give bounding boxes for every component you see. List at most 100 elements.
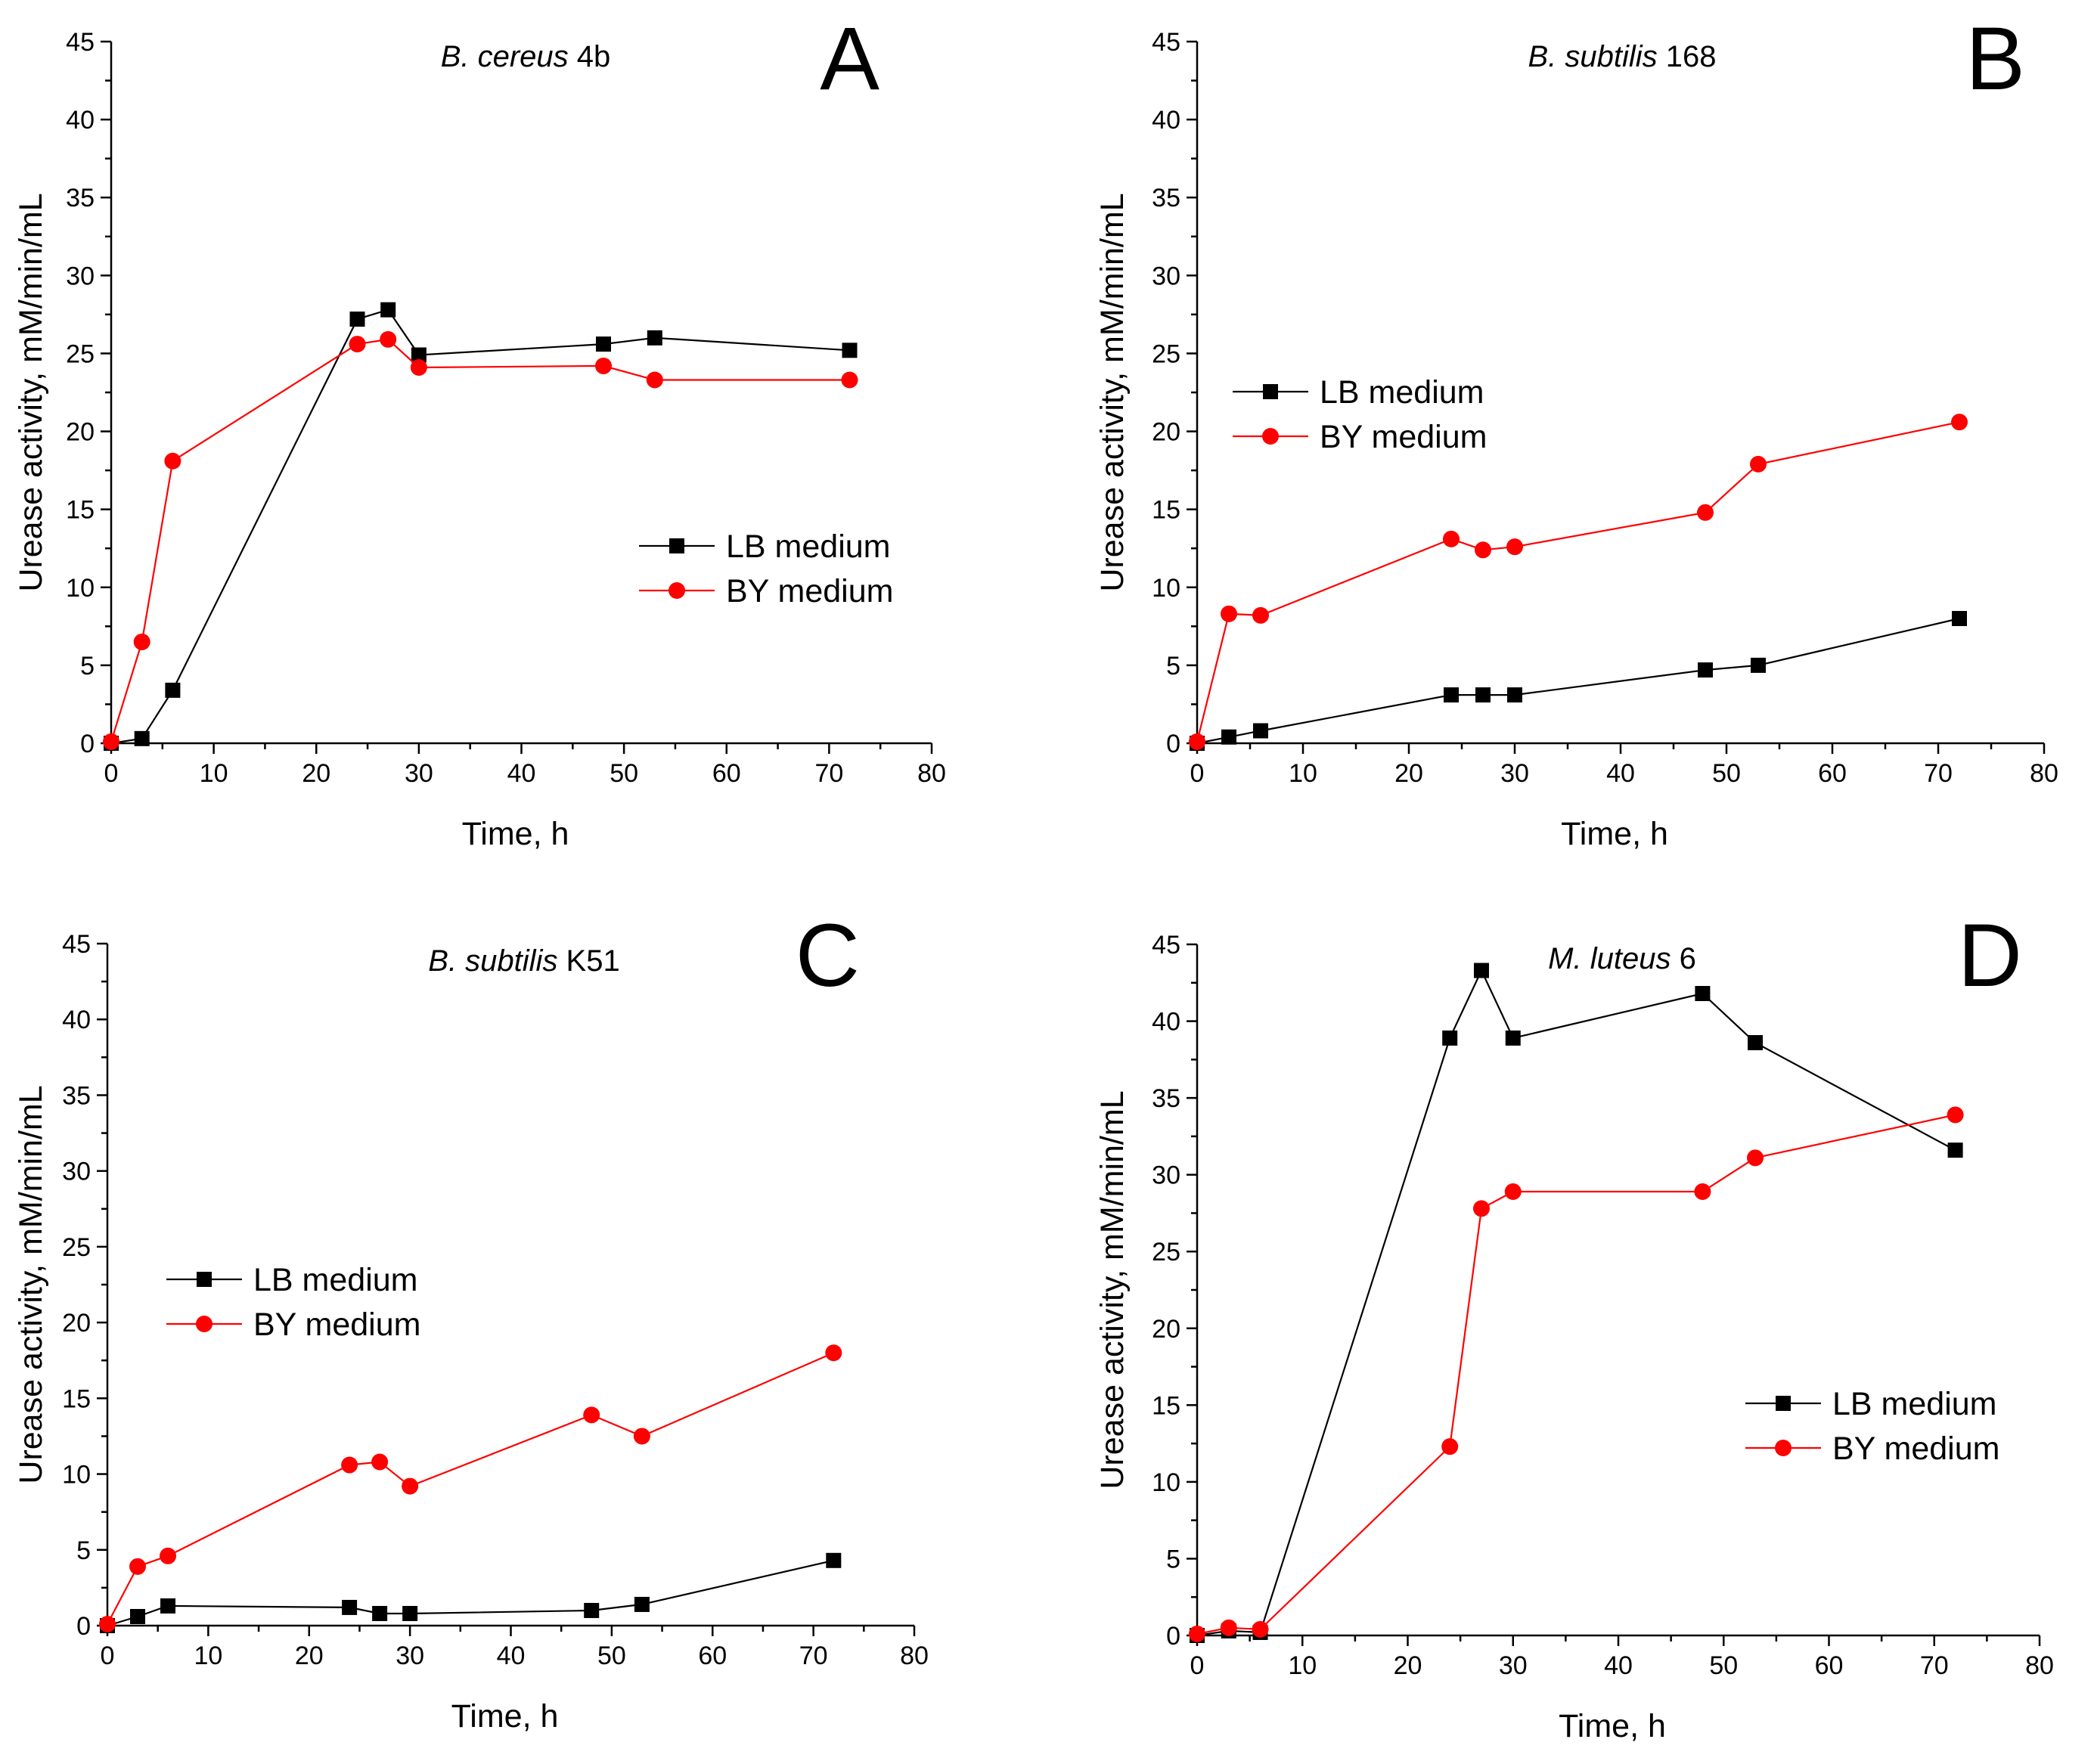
x-tick-label: 20 [1394, 759, 1423, 788]
x-tick-label: 30 [405, 759, 433, 788]
x-axis-title: Time, h [462, 816, 569, 852]
y-axis-title: Urease activity, mM/min/mL [1094, 193, 1131, 591]
x-axis-title: Time, h [1559, 1708, 1666, 1744]
legend-label-by: BY medium [1320, 419, 1487, 455]
x-tick-label: 0 [1190, 759, 1205, 788]
data-point-by [1750, 455, 1767, 473]
data-point-lb [1444, 687, 1459, 703]
data-point-lb [160, 1598, 176, 1614]
x-tick-label: 30 [396, 1642, 424, 1670]
x-tick-label: 10 [1289, 759, 1317, 788]
y-tick-label: 10 [1152, 574, 1180, 603]
x-tick-label: 70 [1924, 759, 1953, 788]
data-point-lb [349, 312, 365, 327]
legend-marker-by [1775, 1440, 1792, 1456]
y-tick-label: 35 [66, 184, 95, 212]
y-axis-title: Urease activity, mM/min/mL [13, 193, 49, 591]
chart-panel-a: 0 10 20 30 40 50 60 70 80 0 5 10 15 20 25 30 35 40 45 Time,… [13, 9, 946, 852]
y-tick-label: 5 [1166, 1545, 1180, 1573]
data-point-lb [1253, 723, 1268, 739]
x-tick-label: 70 [799, 1642, 828, 1670]
data-point-lb [842, 343, 858, 358]
x-tick-label: 30 [1499, 1651, 1528, 1680]
data-point-lb [584, 1602, 600, 1618]
x-tick-label: 70 [814, 759, 843, 788]
data-point-lb [1952, 611, 1967, 627]
y-axis-title: Urease activity, mM/min/mL [13, 1085, 49, 1483]
y-tick-label: 0 [1166, 730, 1180, 758]
data-point-by [1443, 530, 1460, 547]
y-tick-label: 35 [62, 1081, 91, 1110]
chart-panel-d: 0 10 20 30 40 50 60 70 80 0 5 10 15 20 25 30 35 40 45 Time,… [1094, 906, 2054, 1744]
chart-title: B. subtilis 168 [1528, 40, 1716, 73]
data-point-lb [134, 730, 150, 746]
y-tick-label: 30 [1152, 1161, 1180, 1190]
legend-marker-by [1262, 428, 1279, 445]
y-tick-label: 20 [1152, 1315, 1180, 1344]
data-point-by [1220, 1619, 1237, 1636]
data-point-by [633, 1428, 650, 1445]
y-tick-label: 15 [62, 1384, 91, 1413]
y-tick-label: 5 [76, 1536, 91, 1565]
x-tick-label: 30 [1500, 759, 1529, 788]
series-line-lb [110, 308, 850, 745]
data-point-by [1189, 733, 1205, 750]
x-tick-label: 10 [194, 1642, 222, 1670]
chart-title-species: B. subtilis [428, 944, 557, 978]
data-point-lb [1221, 729, 1236, 745]
chart-title-strain: 6 [1671, 942, 1695, 975]
chart-title-species: M. luteus [1548, 942, 1671, 975]
data-point-by [1475, 541, 1491, 559]
data-point-by [160, 1547, 177, 1564]
data-point-by [1506, 538, 1523, 556]
data-point-lb [165, 682, 181, 698]
data-point-by [1504, 1183, 1522, 1201]
data-point-lb [1473, 963, 1489, 978]
data-point-by [1697, 504, 1714, 521]
data-point-lb [1442, 1030, 1458, 1046]
y-tick-label: 40 [1152, 1008, 1180, 1037]
data-point-by [410, 359, 427, 377]
data-point-by [341, 1456, 358, 1474]
y-tick-label: 45 [1152, 931, 1180, 960]
panel-letter: D [1958, 906, 2022, 1006]
data-point-by [1221, 605, 1237, 622]
y-tick-label: 35 [1152, 184, 1180, 212]
x-tick-label: 70 [1920, 1651, 1949, 1680]
data-point-lb [342, 1599, 358, 1615]
chart-title-strain: 4b [569, 40, 611, 73]
legend-label-lb: LB medium [1832, 1386, 1996, 1422]
y-tick-label: 30 [66, 262, 95, 290]
y-tick-label: 35 [1152, 1084, 1180, 1113]
x-tick-label: 40 [507, 759, 536, 788]
legend-marker-lb [669, 538, 684, 553]
data-point-by [1747, 1149, 1764, 1167]
legend-label-by: BY medium [253, 1307, 420, 1343]
panel-letter: A [820, 9, 879, 109]
x-tick-label: 10 [200, 759, 228, 788]
y-tick-label: 10 [62, 1461, 91, 1490]
data-point-lb [130, 1608, 146, 1624]
y-tick-label: 45 [66, 28, 95, 57]
y-tick-label: 40 [66, 106, 95, 135]
legend-label-by: BY medium [1832, 1431, 1999, 1467]
x-tick-label: 80 [2025, 1651, 2054, 1680]
legend-marker-lb [1776, 1396, 1791, 1411]
y-tick-label: 40 [62, 1006, 91, 1034]
data-point-lb [380, 302, 396, 318]
data-point-lb [1505, 1030, 1521, 1046]
data-point-by [99, 1615, 116, 1632]
y-tick-label: 20 [1152, 418, 1180, 447]
chart-title-strain: 168 [1658, 40, 1717, 73]
x-tick-label: 60 [712, 759, 741, 788]
x-tick-label: 50 [1712, 759, 1741, 788]
y-tick-label: 5 [80, 652, 95, 680]
series-line-by [1196, 421, 1960, 742]
chart-title: B. subtilis K51 [428, 944, 619, 978]
y-tick-label: 25 [1152, 339, 1180, 368]
y-tick-label: 0 [80, 730, 95, 758]
x-tick-label: 60 [698, 1642, 727, 1670]
y-tick-label: 10 [1152, 1468, 1180, 1497]
data-point-by [646, 371, 663, 389]
